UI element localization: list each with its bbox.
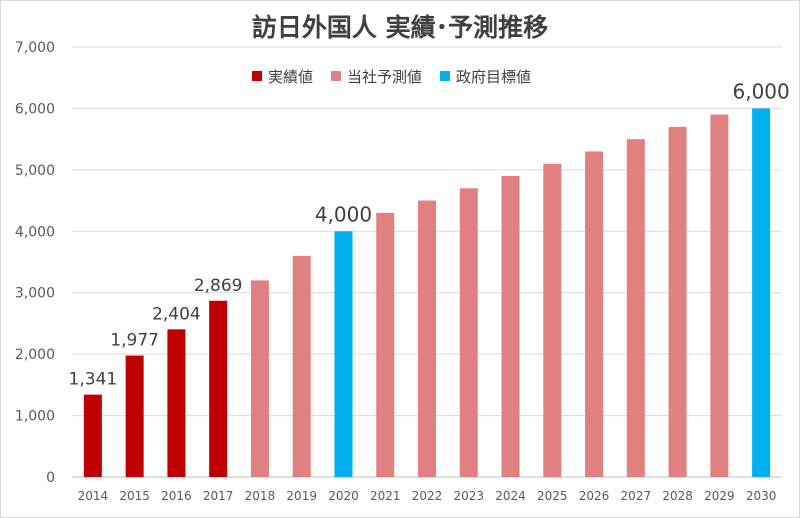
bar	[125, 355, 144, 477]
legend-label-forecast: 当社予測値	[347, 67, 423, 86]
chart-title: 訪日外国人 実績･予測推移	[251, 13, 549, 42]
y-tick-label: 2,000	[15, 347, 55, 363]
legend-item-actual: 実績値	[252, 66, 313, 87]
y-tick-label: 1,000	[15, 409, 55, 425]
x-tick-label: 2022	[412, 489, 443, 503]
x-tick-label: 2016	[161, 489, 192, 503]
bar	[668, 126, 687, 477]
bar	[626, 139, 645, 477]
y-tick-label: 0	[46, 470, 55, 486]
bar	[167, 329, 186, 477]
legend-label-actual: 実績値	[268, 67, 314, 86]
data-label: 1,977	[110, 331, 159, 351]
x-tick-label: 2029	[704, 489, 735, 503]
legend-item-forecast: 当社予測値	[331, 66, 422, 87]
bar	[292, 255, 311, 477]
x-tick-label: 2019	[286, 489, 317, 503]
bar	[459, 188, 478, 478]
data-label: 2,404	[152, 304, 201, 324]
bar	[543, 163, 562, 477]
x-tick-label: 2025	[537, 489, 568, 503]
y-tick-label: 4,000	[15, 224, 55, 240]
bar	[418, 200, 436, 478]
x-tick-label: 2015	[119, 489, 150, 503]
x-tick-label: 2017	[203, 489, 234, 503]
bar	[376, 212, 395, 477]
bar	[710, 114, 729, 478]
y-tick-label: 6,000	[15, 101, 55, 117]
chart-legend: 実績値 当社予測値 政府目標値	[252, 66, 531, 86]
y-tick-label: 7,000	[15, 40, 55, 56]
bar	[209, 300, 228, 477]
x-tick-label: 2018	[245, 489, 276, 503]
legend-label-target: 政府目標値	[456, 67, 532, 86]
legend-swatch-forecast	[331, 71, 342, 81]
data-label: 2,869	[194, 276, 243, 296]
bar	[83, 394, 102, 477]
x-tick-label: 2026	[579, 489, 610, 503]
x-tick-label: 2023	[453, 489, 484, 503]
bar	[585, 151, 604, 477]
data-label: 4,000	[315, 202, 372, 226]
legend-item-target: 政府目標値	[440, 66, 531, 87]
x-tick-label: 2021	[370, 489, 401, 503]
bar	[501, 176, 520, 477]
y-tick-label: 3,000	[15, 286, 55, 302]
x-tick-label: 2020	[328, 489, 359, 503]
bar	[250, 280, 269, 477]
x-tick-label: 2027	[621, 489, 652, 503]
y-tick-label: 5,000	[15, 163, 55, 179]
x-tick-label: 2014	[78, 489, 109, 503]
x-tick-label: 2028	[662, 489, 693, 503]
bar	[752, 108, 771, 477]
legend-swatch-actual	[252, 71, 262, 81]
x-tick-label: 2024	[495, 489, 526, 503]
legend-swatch-target	[440, 71, 451, 81]
bar	[334, 231, 353, 477]
data-label: 1,341	[69, 370, 118, 390]
x-tick-label: 2030	[746, 489, 777, 503]
data-label: 6,000	[732, 79, 789, 103]
